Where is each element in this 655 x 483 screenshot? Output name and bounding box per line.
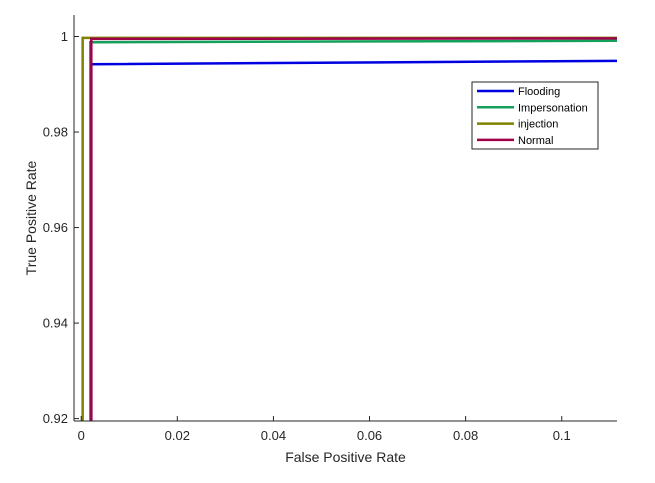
legend-label-normal: Normal xyxy=(518,135,553,147)
series-line-normal xyxy=(90,37,618,421)
plot-background xyxy=(74,15,617,421)
x-tick-label: 0.02 xyxy=(165,428,190,443)
legend: Flooding Impersonation injection Normal xyxy=(471,81,599,150)
legend-label-flooding: Flooding xyxy=(518,86,560,98)
x-tick-label: 0.1 xyxy=(553,428,571,443)
axes xyxy=(73,15,617,422)
y-tick-label: 0.98 xyxy=(43,125,68,140)
y-tick-label: 1 xyxy=(61,29,68,44)
legend-label-impersonation: Impersonation xyxy=(518,102,588,114)
x-tick-label: 0.06 xyxy=(357,428,382,443)
legend-label-injection: injection xyxy=(518,119,558,131)
y-tick-label: 0.92 xyxy=(43,411,68,426)
x-axis-label: False Positive Rate xyxy=(285,449,406,465)
series-layer xyxy=(81,36,618,421)
y-tick-label: 0.94 xyxy=(43,316,68,331)
y-tick-label: 0.96 xyxy=(43,220,68,235)
legend-box xyxy=(471,81,599,150)
x-tick-label: 0.04 xyxy=(261,428,286,443)
x-tick-label: 0.08 xyxy=(453,428,478,443)
x-ticks: 0 0.02 0.04 0.06 0.08 0.1 xyxy=(78,416,571,443)
x-tick-label: 0 xyxy=(78,428,85,443)
y-ticks: 0.92 0.94 0.96 0.98 1 xyxy=(43,29,79,426)
y-axis-label: True Positive Rate xyxy=(23,160,39,275)
